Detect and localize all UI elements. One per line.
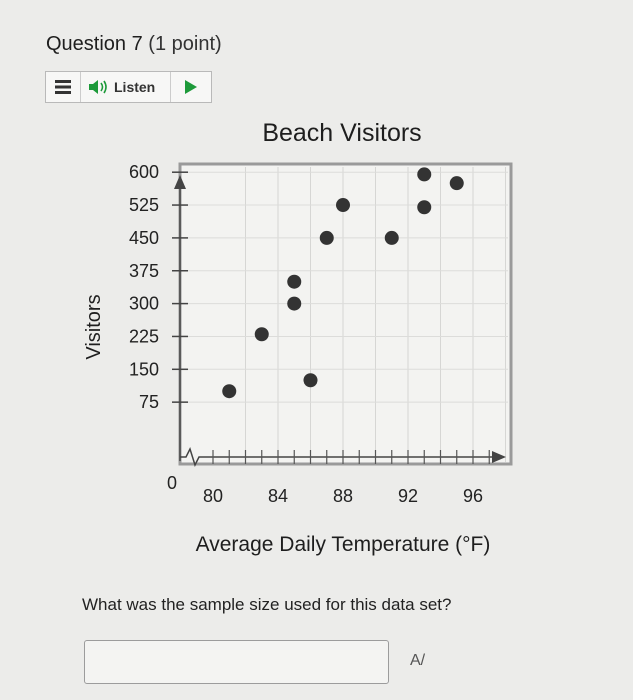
chart-title: Beach Visitors: [262, 119, 421, 147]
answer-input[interactable]: [84, 640, 389, 684]
plot-frame: [178, 162, 513, 466]
origin-label: 0: [167, 473, 177, 493]
scatter-point: [384, 230, 399, 245]
y-tick-label: 225: [129, 326, 159, 346]
question-number: Question 7: [46, 33, 143, 55]
scatter-point: [417, 200, 432, 215]
menu-button[interactable]: [46, 72, 81, 102]
x-tick-label: 84: [268, 486, 288, 506]
x-axis-arrow: [492, 451, 506, 463]
x-tick-labels: 80 84 88 92 96: [203, 486, 483, 506]
x-axis-break: [180, 447, 206, 467]
y-tick-label: 75: [139, 392, 159, 412]
scatter-point: [287, 274, 302, 289]
play-button[interactable]: [171, 72, 211, 102]
beach-visitors-chart: Beach Visitors 75 150 225 300 375 450 525 600 8…: [83, 119, 513, 556]
scatter-point: [254, 327, 269, 342]
y-axis-arrow: [174, 175, 186, 189]
y-axis-label: Visitors: [83, 294, 105, 359]
speaker-icon: [89, 80, 107, 94]
spellcheck-icon[interactable]: A/: [410, 652, 426, 669]
listen-button[interactable]: Listen: [81, 72, 171, 102]
question-header: Question 7 (1 point): [46, 33, 222, 56]
listen-label: Listen: [114, 79, 156, 95]
y-tick-label: 525: [129, 195, 159, 215]
x-tick-label: 88: [333, 486, 353, 506]
y-tick-label: 450: [129, 228, 159, 248]
question-prompt: What was the sample size used for this d…: [82, 595, 452, 614]
scatter-point: [319, 230, 334, 245]
question-points: (1 point): [148, 33, 222, 55]
listen-toolbar: Listen: [45, 71, 212, 103]
scatter-point: [449, 176, 464, 191]
data-points: [222, 167, 464, 399]
y-tick-label: 375: [129, 261, 159, 281]
y-tick-labels: 75 150 225 300 375 450 525 600: [129, 162, 159, 412]
x-axis-label: Average Daily Temperature (°F): [196, 533, 491, 556]
y-tick-label: 600: [129, 162, 159, 182]
y-tick-label: 150: [129, 359, 159, 379]
scatter-point: [303, 373, 318, 388]
chart-grid: [183, 167, 508, 462]
x-tick-label: 96: [463, 486, 483, 506]
scatter-point: [417, 167, 432, 182]
play-icon: [185, 80, 197, 94]
scatter-point: [287, 296, 302, 311]
scatter-point: [336, 198, 350, 213]
menu-icon: [55, 80, 71, 94]
x-tick-label: 80: [203, 486, 223, 506]
y-tick-label: 300: [129, 294, 159, 314]
scatter-point: [222, 384, 237, 399]
x-tick-label: 92: [398, 486, 418, 506]
chart-axes: [172, 171, 506, 467]
